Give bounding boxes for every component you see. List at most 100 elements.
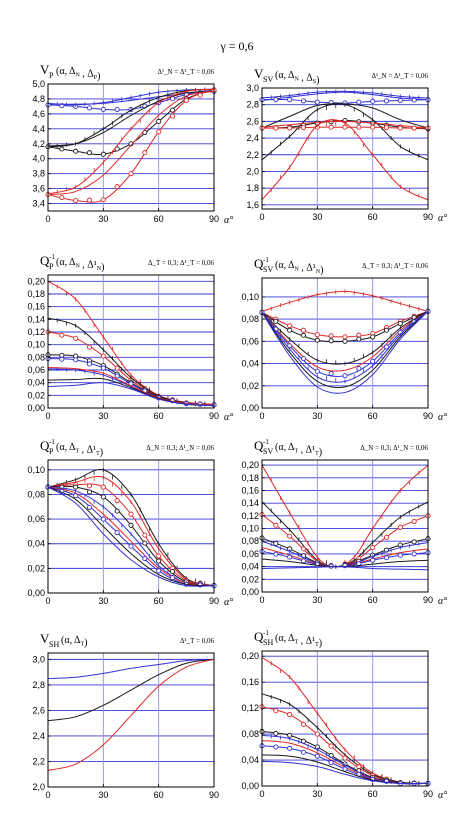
- data-point: [328, 743, 334, 749]
- panel-title-args: (α, ΔT , Δ¹T): [275, 633, 322, 649]
- panel-title-args-sub: N: [316, 269, 321, 275]
- series-line-7: [47, 366, 215, 406]
- data-point: [273, 708, 279, 714]
- y-tick-label: 2,2: [32, 756, 45, 766]
- data-point: [328, 338, 334, 344]
- data-point: [397, 552, 403, 558]
- panel-title-sub: SV: [263, 447, 273, 456]
- y-tick-label: 0,02: [27, 563, 45, 573]
- panel-title-sup: -1: [49, 438, 55, 446]
- data-point: [169, 575, 176, 581]
- data-point: [397, 125, 403, 131]
- data-point: [356, 99, 362, 105]
- data-point: [342, 766, 348, 772]
- x-tick-label: 0: [45, 596, 50, 606]
- x-tick-label: 30: [98, 790, 108, 800]
- data-point: [169, 568, 176, 574]
- data-point: [169, 107, 176, 113]
- panel-title-args: (α, ΔT , Δ¹T): [56, 442, 103, 458]
- panel-6: 0,00 0,02 0,04 0,06 0,08 0,10 0,12 0,14 0,16 0,18…: [241, 438, 447, 607]
- data-point: [287, 327, 293, 333]
- x-tick-label: 30: [98, 596, 108, 606]
- plot-frame: [47, 274, 215, 409]
- y-tick-label: 3,4: [32, 199, 45, 209]
- data-point: [342, 755, 348, 761]
- y-tick-label: 0,16: [241, 485, 259, 495]
- x-tick-label: 0: [259, 411, 264, 421]
- x-axis-label: α°: [224, 597, 233, 608]
- panel-title-sub: SV: [263, 75, 273, 84]
- series-line-9: [261, 760, 429, 785]
- series-line-1: [47, 658, 215, 680]
- panel-3: 0,00 0,02 0,04 0,06 0,08 0,10 0,12 0,14 0,16 0,18…: [27, 253, 233, 423]
- data-point: [314, 731, 320, 737]
- y-tick-label: 0,08: [241, 729, 259, 739]
- data-point: [59, 332, 65, 338]
- panel-title-main: Q: [254, 438, 264, 453]
- y-tick-label: 0,18: [241, 473, 259, 483]
- data-point: [383, 125, 390, 131]
- x-tick-label: 90: [209, 214, 219, 224]
- y-tick-label: 0,06: [241, 549, 259, 559]
- data-point: [397, 321, 403, 327]
- y-tick-label: 4,0: [32, 154, 45, 164]
- data-point: [100, 197, 106, 203]
- data-point: [142, 150, 148, 156]
- panel-title-args-part: (α, Δ: [56, 257, 76, 268]
- panel-title-main: V: [40, 631, 50, 646]
- y-tick-label: 0,04: [27, 539, 45, 549]
- y-tick-label: 0,08: [27, 352, 45, 362]
- data-point: [287, 712, 293, 718]
- y-tick-label: 0,08: [27, 489, 45, 499]
- data-point: [128, 543, 134, 549]
- data-point: [86, 361, 93, 367]
- x-tick-label: 30: [98, 411, 108, 421]
- panel-title-sub: SV: [263, 265, 273, 274]
- panel-title-args-sub: T: [294, 640, 298, 646]
- panel-title-args-part: , Δ¹: [79, 445, 96, 456]
- data-point: [114, 508, 120, 514]
- data-point: [370, 557, 376, 563]
- data-point: [100, 106, 106, 112]
- plot-frame: [47, 83, 215, 212]
- data-point: [300, 98, 307, 104]
- data-point: [314, 99, 320, 105]
- y-tick-label: 0,04: [241, 359, 259, 369]
- panel-title-args-part: ): [84, 638, 87, 649]
- data-point: [114, 530, 120, 536]
- data-point: [73, 335, 79, 341]
- data-point: [100, 151, 106, 157]
- panel-title-args-part: (α, Δ: [56, 66, 76, 77]
- y-tick-label: 0,06: [27, 365, 45, 375]
- data-point: [142, 540, 148, 546]
- panel-title-args-sub: T: [294, 449, 298, 455]
- data-point: [383, 534, 390, 540]
- y-tick-label: 5,0: [32, 79, 45, 89]
- y-tick-label: 4,2: [32, 139, 45, 149]
- data-point: [356, 366, 362, 372]
- panel-note: Δ¹_N = Δ¹_T = 0,06: [157, 68, 214, 76]
- data-point: [156, 553, 162, 559]
- y-tick-label: 2,6: [32, 705, 45, 715]
- panel-title-args-part: ): [100, 447, 103, 458]
- panel-4: 0,00 0,02 0,04 0,06 0,08 0,10 0 30 60 90 α° Q -1SV (α…: [241, 256, 447, 423]
- series-line-1: [261, 290, 429, 312]
- y-tick-label: 3,8: [32, 169, 45, 179]
- panel-title-args: (α, ΔT , Δ¹T): [275, 442, 322, 458]
- data-point: [156, 118, 162, 124]
- series-line-3: [47, 317, 215, 406]
- series-line-9: [47, 382, 215, 406]
- y-tick-label: 0,12: [241, 511, 259, 521]
- panel-title-args: (α, ΔN , ΔP): [56, 66, 100, 82]
- data-point: [128, 522, 134, 528]
- data-point: [100, 494, 106, 500]
- data-point: [300, 327, 307, 333]
- data-point: [342, 338, 348, 344]
- panel-title-sup: -1: [263, 256, 269, 264]
- x-axis-label: α°: [224, 412, 233, 423]
- data-point: [73, 484, 79, 490]
- y-tick-label: 0,06: [241, 336, 259, 346]
- y-tick-label: 0,18: [27, 289, 45, 299]
- y-tick-label: 0,10: [241, 292, 259, 302]
- panel-note: Δ_N = 0,3; Δ¹_N = 0,06: [360, 444, 428, 452]
